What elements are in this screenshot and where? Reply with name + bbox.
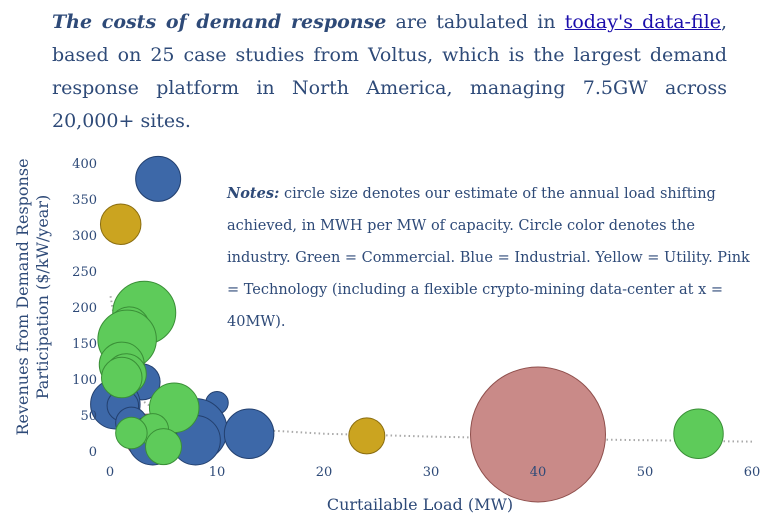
intro-lead: The costs of demand response bbox=[52, 11, 387, 33]
bubble-commercial bbox=[101, 356, 143, 399]
y-axis-label-line: Revenues from Demand Response bbox=[13, 158, 32, 435]
x-tick-label: 50 bbox=[637, 465, 654, 480]
x-axis-label: Curtailable Load (MW) bbox=[327, 495, 513, 514]
y-tick-label: 250 bbox=[72, 265, 97, 280]
intro-paragraph: The costs of demand response are tabulat… bbox=[52, 6, 727, 138]
chart-notes: Notes: circle size denotes our estimate … bbox=[227, 178, 757, 338]
x-tick-label: 10 bbox=[209, 465, 226, 480]
bubble-industrial bbox=[223, 408, 275, 459]
intro-text-a: are tabulated in bbox=[386, 11, 565, 33]
bubble-commercial bbox=[673, 408, 724, 459]
y-tick-label: 350 bbox=[72, 193, 97, 208]
y-tick-label: 100 bbox=[72, 373, 97, 388]
y-axis-label-line: Participation ($/kW/year) bbox=[33, 195, 52, 400]
y-tick-label: 200 bbox=[72, 301, 97, 316]
bubble-utility bbox=[348, 417, 386, 455]
notes-label: Notes: bbox=[227, 185, 280, 202]
bubble-commercial bbox=[115, 416, 148, 450]
bubble-commercial bbox=[145, 428, 182, 466]
x-tick-label: 30 bbox=[423, 465, 440, 480]
x-tick-label: 60 bbox=[744, 465, 761, 480]
y-tick-label: 50 bbox=[80, 409, 97, 424]
data-file-link[interactable]: today's data-file bbox=[564, 11, 721, 33]
y-tick-label: 150 bbox=[72, 337, 97, 352]
x-tick-label: 20 bbox=[316, 465, 333, 480]
intro-text-b: , based on 25 case studies from Voltus, … bbox=[52, 11, 728, 132]
y-tick-label: 300 bbox=[72, 229, 97, 244]
y-tick-label: 0 bbox=[89, 445, 97, 460]
notes-text: circle size denotes our estimate of the … bbox=[227, 186, 750, 330]
y-tick-label: 400 bbox=[72, 157, 97, 172]
y-axis-label: Revenues from Demand ResponseParticipati… bbox=[13, 158, 52, 435]
x-tick-label: 40 bbox=[530, 465, 547, 480]
bubble-utility bbox=[99, 203, 142, 245]
bubble-industrial bbox=[135, 155, 182, 202]
bubble-technology bbox=[470, 366, 606, 503]
x-tick-label: 0 bbox=[106, 465, 114, 480]
